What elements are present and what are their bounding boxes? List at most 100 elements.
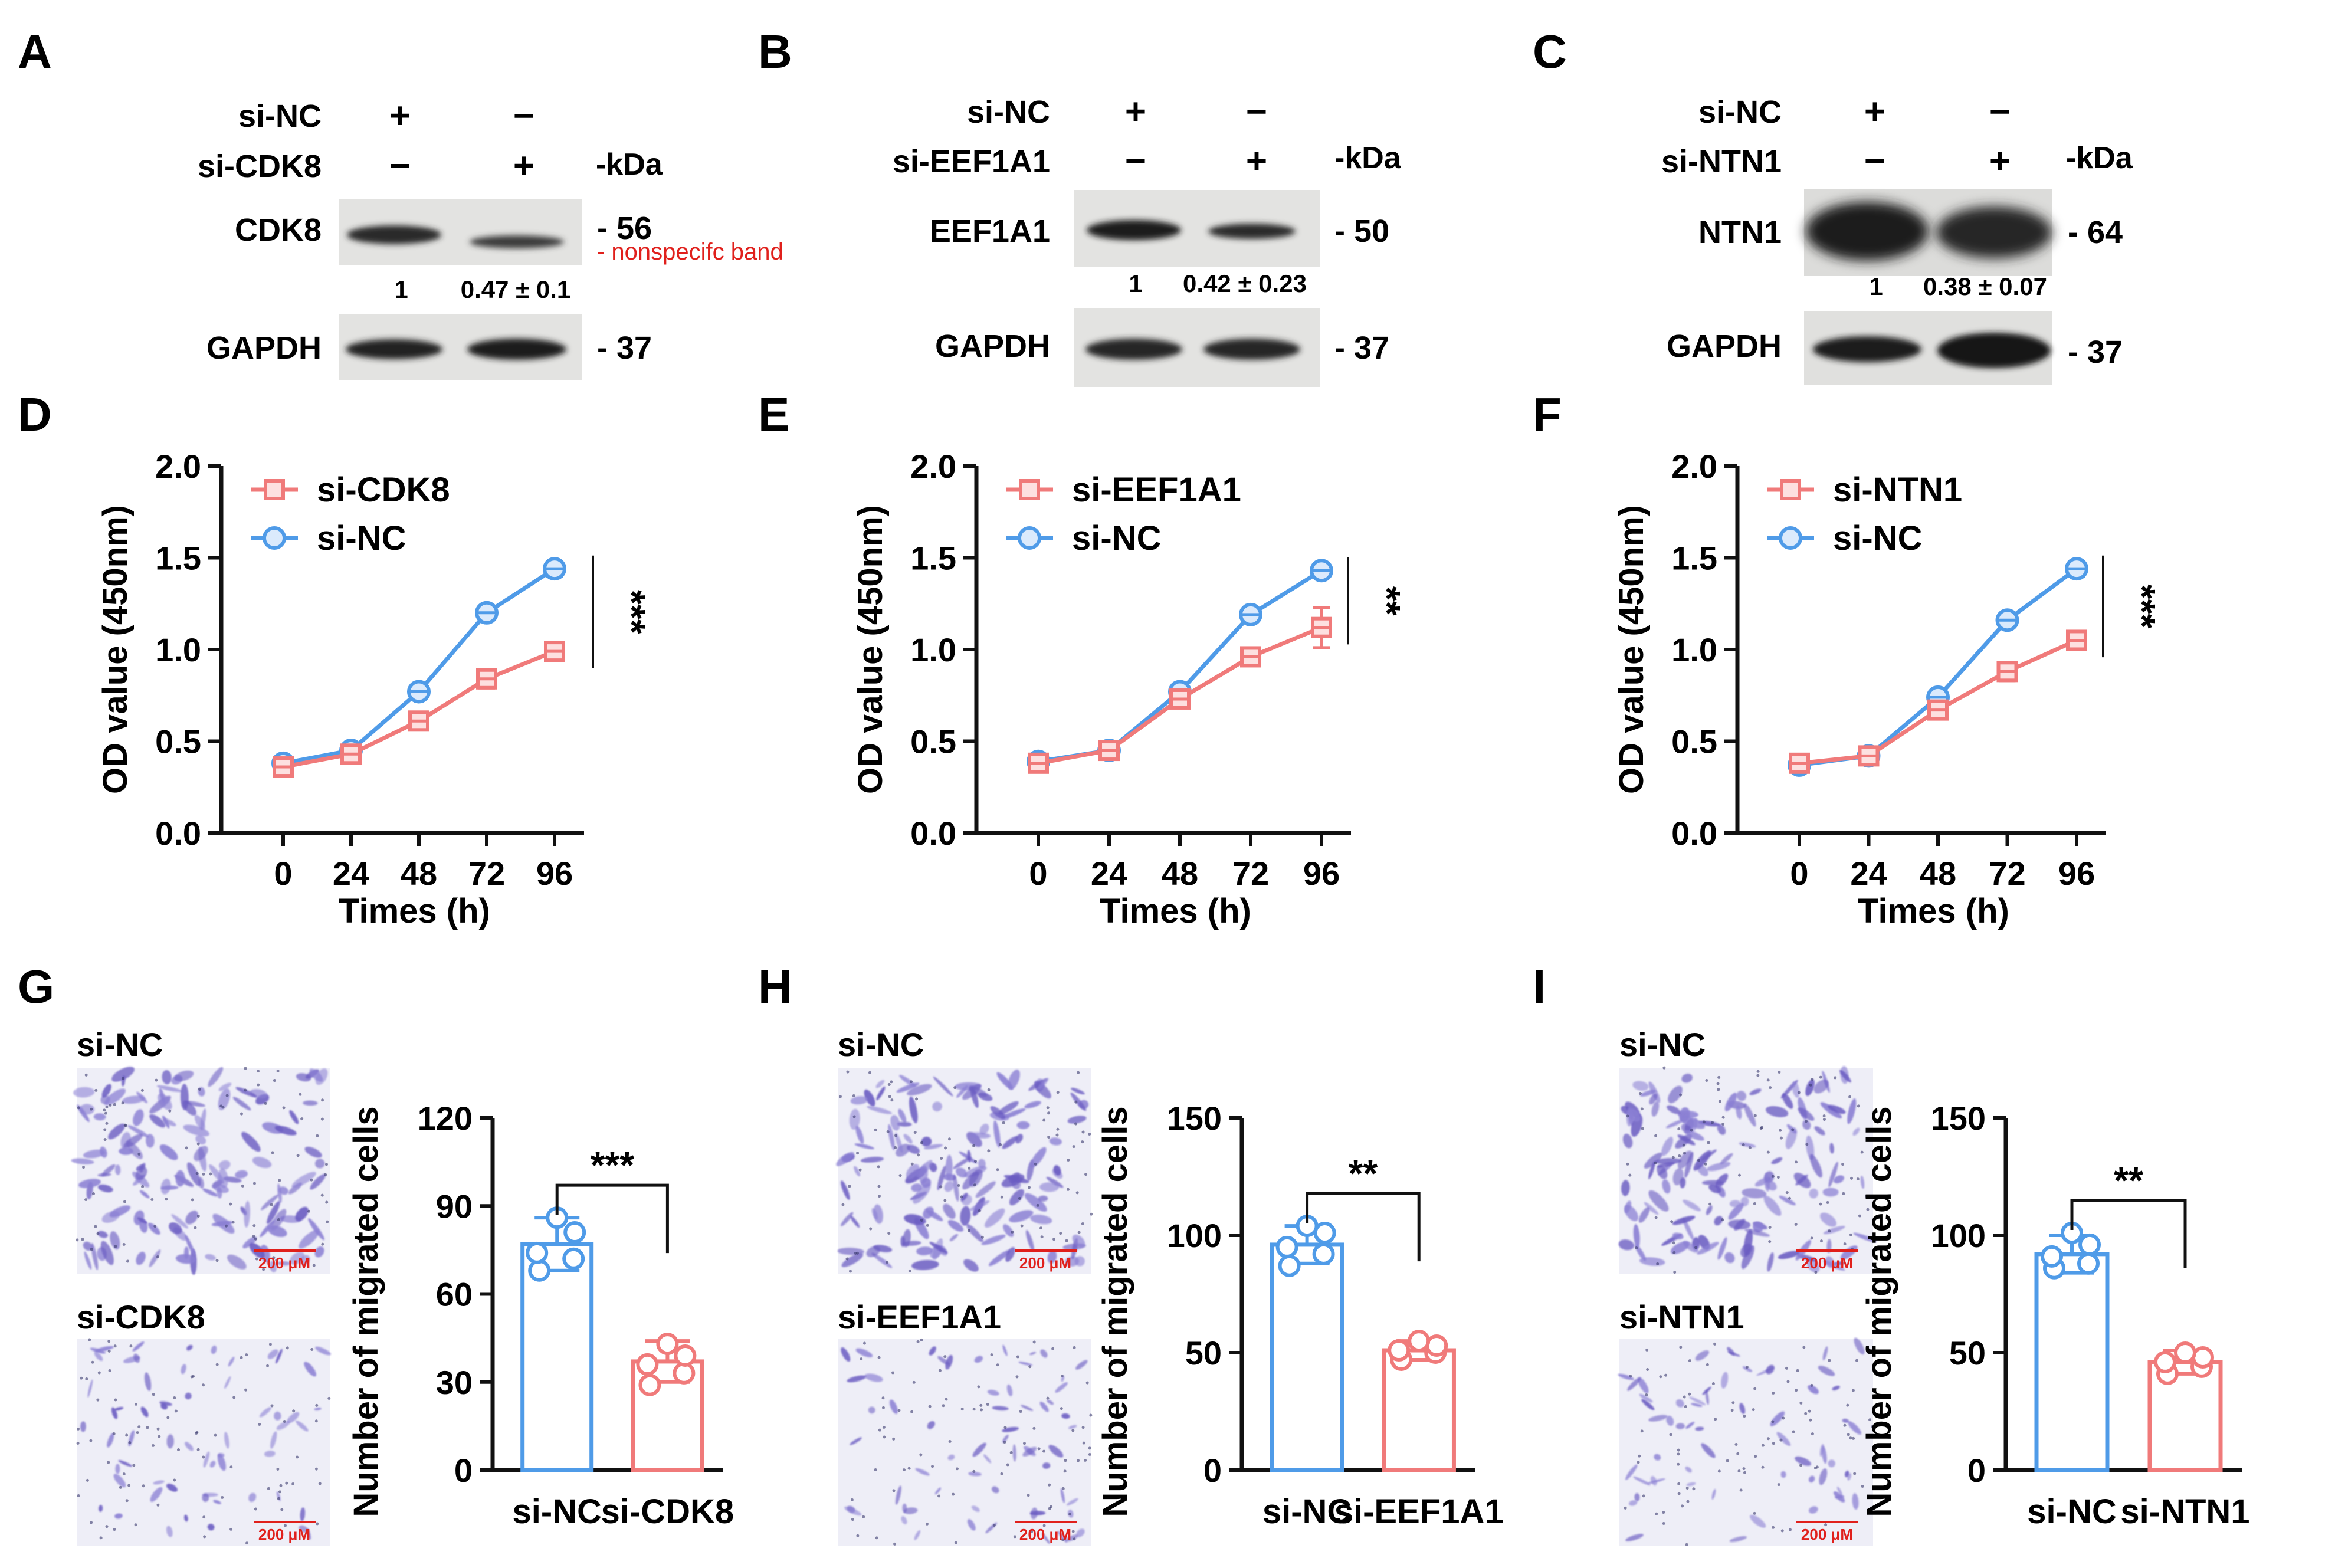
pore-dot bbox=[1766, 1437, 1770, 1441]
pore-dot bbox=[1846, 1403, 1849, 1407]
cell-mark bbox=[1778, 1251, 1800, 1259]
cell-mark bbox=[1657, 1162, 1675, 1168]
pore-dot bbox=[1739, 1488, 1743, 1492]
data-point bbox=[2154, 1350, 2176, 1373]
pore-dot bbox=[229, 1465, 233, 1469]
legend-label: si-CDK8 bbox=[317, 471, 450, 509]
pore-dot bbox=[1060, 1407, 1063, 1410]
cell-mark bbox=[1002, 1434, 1009, 1443]
legend-label: si-NTN1 bbox=[1833, 471, 1962, 509]
pore-dot bbox=[1683, 1395, 1686, 1399]
pore-dot bbox=[91, 1192, 95, 1195]
pore-dot bbox=[886, 1261, 889, 1264]
pore-dot bbox=[1857, 1104, 1860, 1108]
pore-dot bbox=[241, 1184, 244, 1188]
cell-mark bbox=[1634, 1493, 1640, 1501]
pore-dot bbox=[107, 1461, 110, 1464]
pore-dot bbox=[1777, 1483, 1780, 1487]
pore-dot bbox=[127, 1484, 131, 1487]
x-tick-label: si-NC bbox=[2027, 1492, 2116, 1531]
pore-dot bbox=[882, 1425, 886, 1429]
quant-value-2: 0.38 ± 0.07 bbox=[1923, 273, 2047, 300]
cell-mark bbox=[1638, 1377, 1649, 1394]
cell-mark bbox=[1005, 1247, 1015, 1262]
cell-mark bbox=[1627, 1377, 1641, 1391]
cell-mark bbox=[110, 1231, 120, 1250]
pore-dot bbox=[215, 1259, 219, 1262]
pore-dot bbox=[1861, 1484, 1864, 1488]
nc-row-label: si-NC bbox=[967, 94, 1050, 130]
micrograph-panel-g: Gsi-NC si-CDK8 200 μM 200 μM bbox=[18, 960, 331, 1546]
pore-dot bbox=[1056, 1127, 1060, 1131]
pore-dot bbox=[926, 1223, 929, 1227]
y-tick-label: 100 bbox=[1931, 1217, 1986, 1254]
cell-mark bbox=[1618, 1373, 1634, 1380]
cell-mark bbox=[894, 1132, 903, 1153]
cell-mark bbox=[1822, 1188, 1839, 1197]
pore-dot bbox=[1034, 1162, 1037, 1166]
pore-dot bbox=[141, 1185, 145, 1188]
pore-dot bbox=[1849, 1176, 1853, 1180]
cell-mark bbox=[1809, 1154, 1822, 1178]
cell-mark bbox=[156, 1085, 182, 1093]
cell-mark bbox=[945, 1354, 953, 1370]
cell-mark bbox=[1039, 1401, 1049, 1412]
cell-mark bbox=[841, 1180, 850, 1200]
pore-dot bbox=[256, 1070, 260, 1073]
cell-mark bbox=[1070, 1092, 1087, 1111]
pore-dot bbox=[907, 1467, 911, 1470]
pore-dot bbox=[1016, 1355, 1019, 1359]
pore-dot bbox=[1799, 1464, 1803, 1467]
pore-dot bbox=[1074, 1100, 1078, 1104]
cell-mark bbox=[1697, 1242, 1719, 1255]
cell-mark bbox=[953, 1174, 959, 1202]
cell-mark bbox=[945, 1154, 953, 1180]
pore-dot bbox=[875, 1536, 878, 1540]
pore-dot bbox=[977, 1385, 980, 1389]
pore-dot bbox=[877, 1165, 880, 1169]
y-tick-label: 1.0 bbox=[1671, 631, 1717, 668]
pore-dot bbox=[1748, 1146, 1752, 1150]
y-axis-label: Number of migrated cells bbox=[347, 1106, 385, 1517]
nc-sign-2: − bbox=[1989, 91, 2011, 132]
pore-dot bbox=[1000, 1195, 1003, 1199]
cell-mark bbox=[967, 1519, 976, 1531]
cell-mark bbox=[1823, 1260, 1845, 1271]
cell-mark bbox=[1639, 1393, 1653, 1403]
data-point bbox=[528, 1259, 551, 1282]
y-tick-label: 50 bbox=[1185, 1334, 1222, 1372]
pore-dot bbox=[196, 1142, 200, 1146]
cell-mark bbox=[1657, 1165, 1668, 1179]
pore-dot bbox=[1686, 1500, 1690, 1503]
pore-dot bbox=[267, 1487, 270, 1490]
pore-dot bbox=[105, 1121, 109, 1125]
pore-dot bbox=[134, 1402, 137, 1406]
cell-mark bbox=[83, 1149, 106, 1159]
pore-dot bbox=[270, 1404, 274, 1408]
significance-stars: *** bbox=[611, 590, 653, 634]
cell-mark bbox=[147, 1222, 160, 1235]
pore-dot bbox=[1679, 1346, 1683, 1349]
pore-dot bbox=[848, 1270, 852, 1273]
cell-mark bbox=[300, 1255, 310, 1265]
pore-dot bbox=[856, 1534, 860, 1537]
cell-mark bbox=[219, 1160, 231, 1170]
image-label-target: si-CDK8 bbox=[77, 1298, 205, 1336]
quant-value-2: 0.42 ± 0.23 bbox=[1183, 270, 1307, 297]
pore-dot bbox=[1810, 1383, 1813, 1387]
pore-dot bbox=[1779, 1136, 1783, 1140]
cell-mark bbox=[133, 1353, 140, 1363]
micrograph-target bbox=[77, 1339, 330, 1546]
pore-dot bbox=[96, 1232, 100, 1235]
pore-dot bbox=[1664, 1373, 1668, 1377]
pore-dot bbox=[1626, 1114, 1629, 1118]
cell-mark bbox=[854, 1166, 861, 1177]
cell-mark bbox=[1767, 1252, 1774, 1272]
cell-mark bbox=[1814, 1126, 1825, 1136]
cell-mark bbox=[904, 1214, 926, 1225]
cell-mark bbox=[202, 1493, 209, 1502]
pore-dot bbox=[1077, 1231, 1081, 1234]
cell-mark bbox=[1621, 1180, 1630, 1196]
cell-mark bbox=[175, 1254, 196, 1264]
pore-dot bbox=[123, 1123, 127, 1127]
